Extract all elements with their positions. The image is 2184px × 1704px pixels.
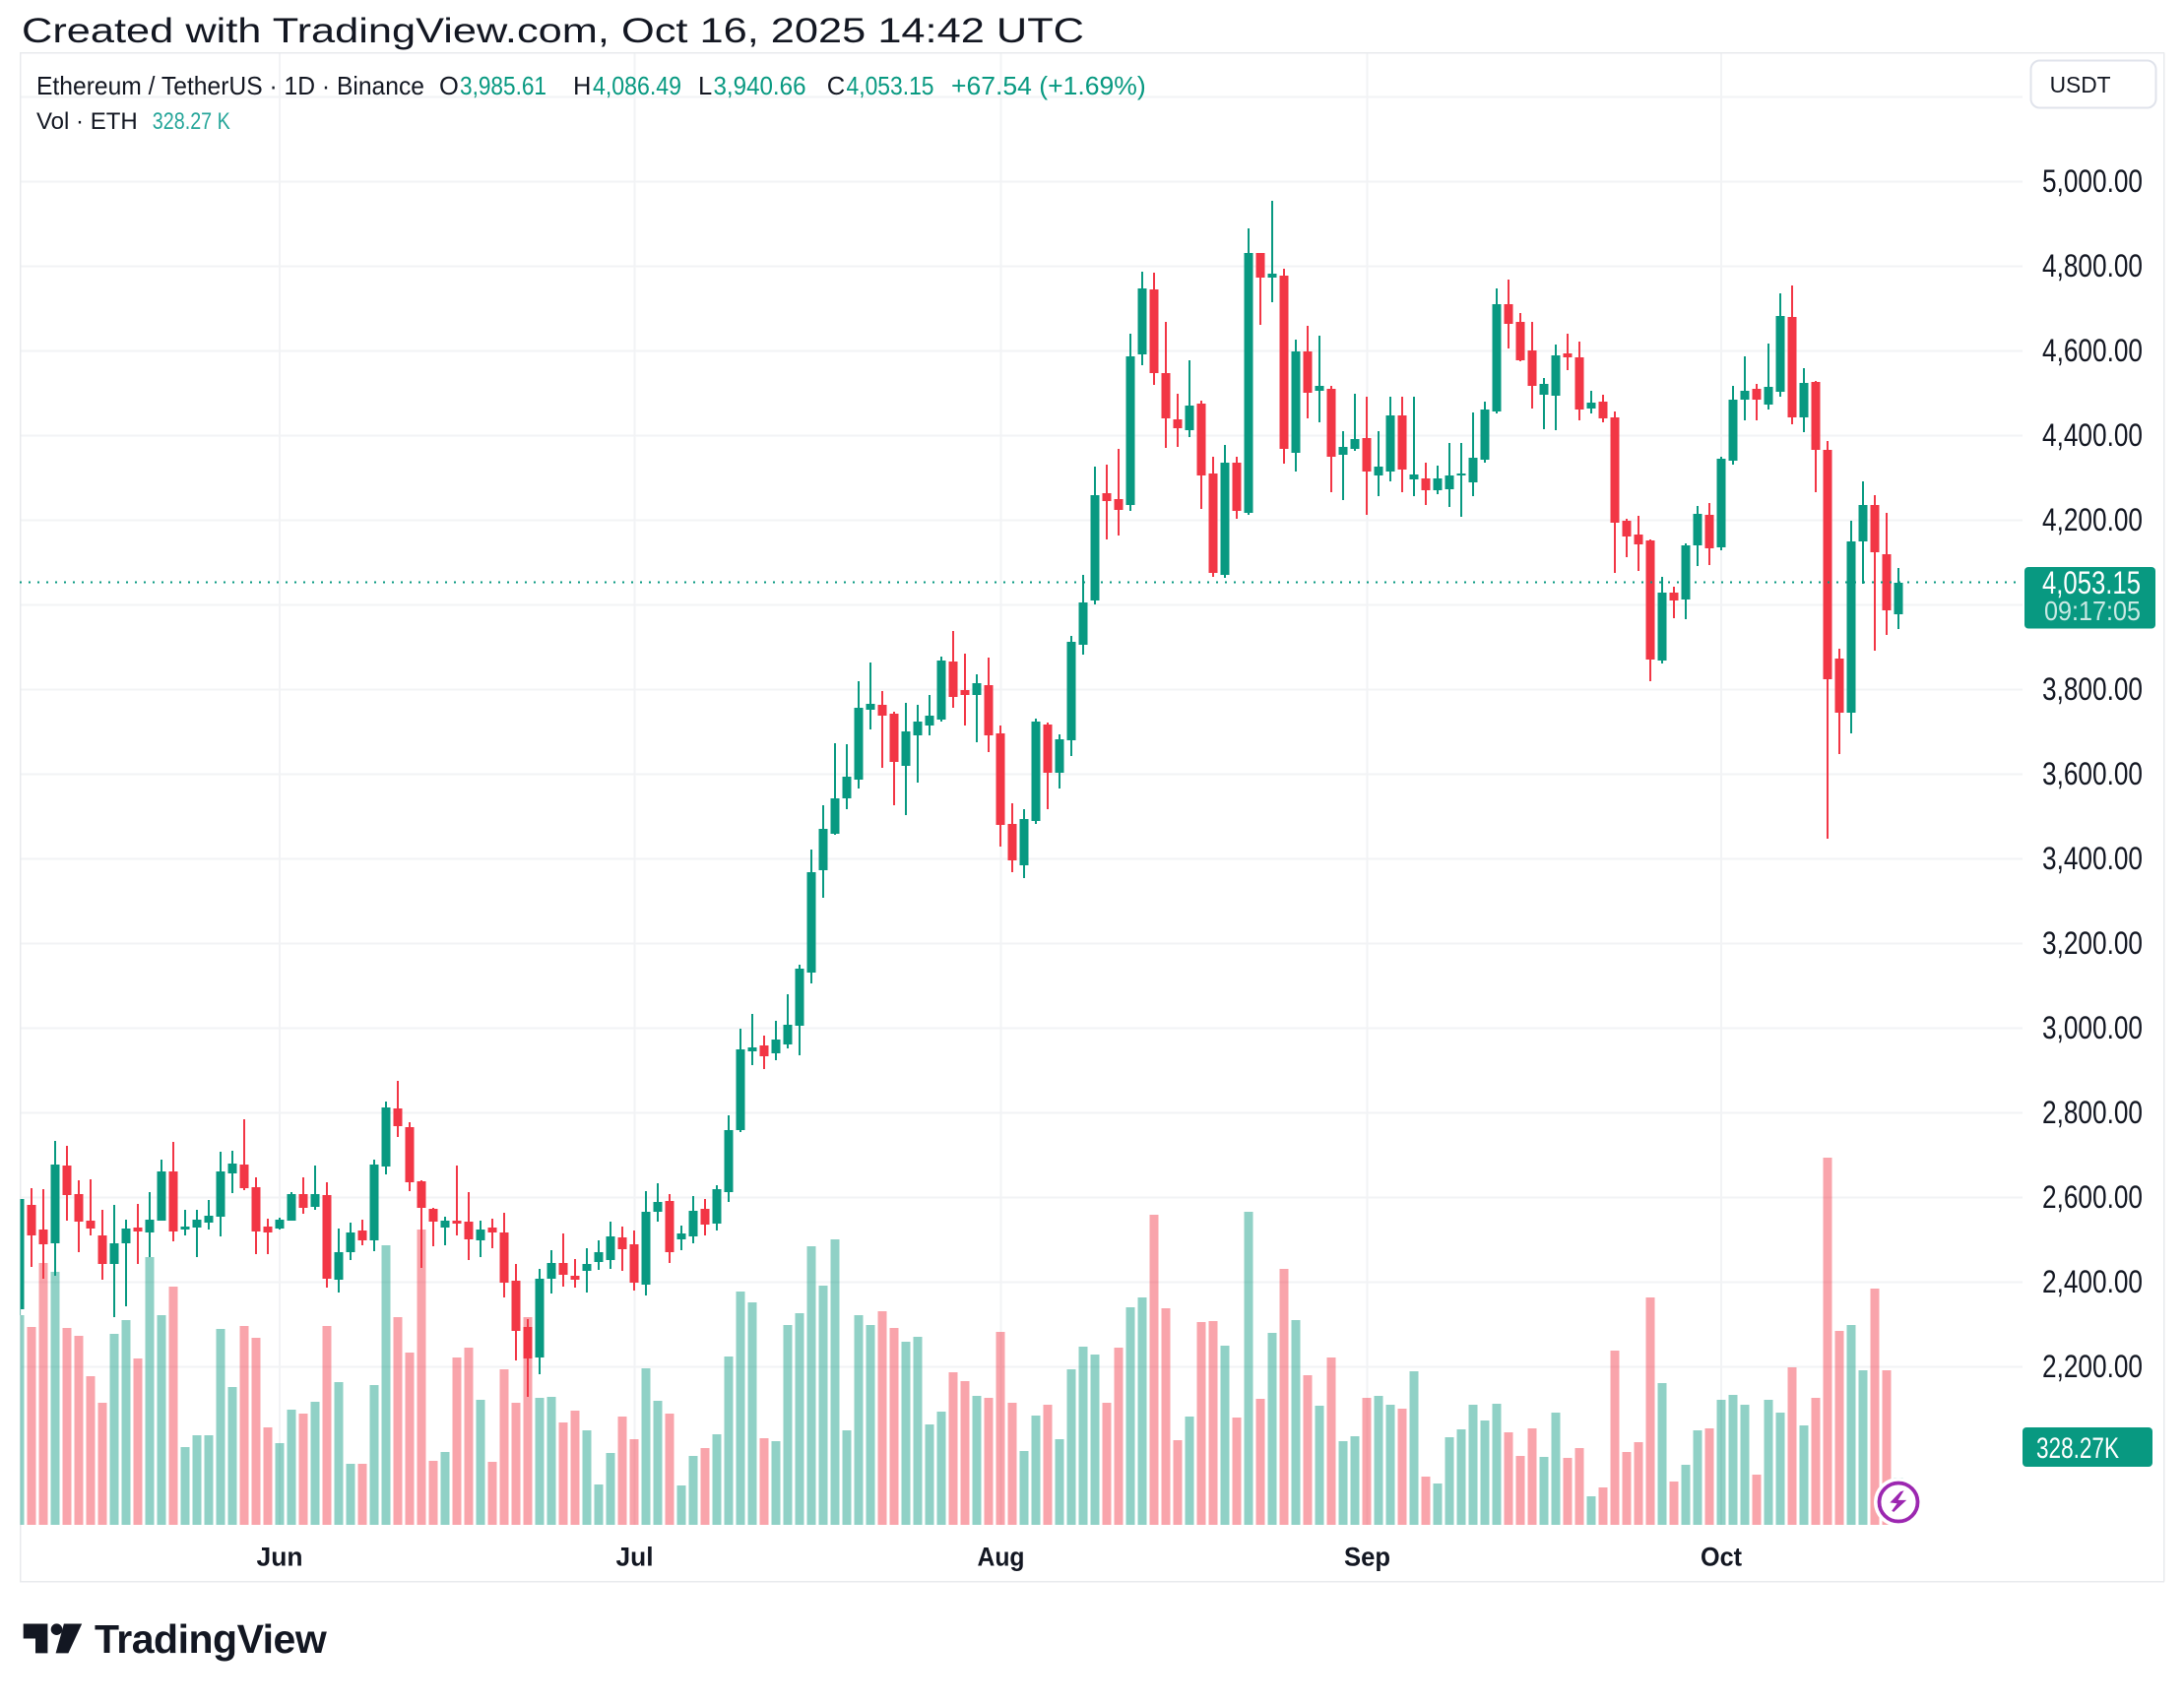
svg-text:4,800.00: 4,800.00: [2042, 248, 2143, 284]
svg-text:Created with TradingView.com,: Created with TradingView.com, Oct 16, 20…: [22, 12, 1084, 50]
svg-text:Aug: Aug: [978, 1543, 1025, 1572]
svg-text:3,800.00: 3,800.00: [2042, 671, 2143, 707]
svg-text:4,600.00: 4,600.00: [2042, 333, 2143, 368]
svg-text:4,086.49: 4,086.49: [593, 73, 681, 100]
svg-text:3,600.00: 3,600.00: [2042, 756, 2143, 791]
svg-text:5,000.00: 5,000.00: [2042, 163, 2143, 199]
svg-text:2,200.00: 2,200.00: [2042, 1349, 2143, 1384]
svg-text:USDT: USDT: [2050, 72, 2111, 97]
svg-text:Sep: Sep: [1344, 1543, 1390, 1572]
svg-text:Jun: Jun: [257, 1543, 303, 1572]
svg-text:C: C: [827, 73, 845, 100]
svg-text:Oct: Oct: [1701, 1543, 1742, 1572]
svg-text:4,053.15: 4,053.15: [2042, 565, 2141, 600]
svg-text:328.27K: 328.27K: [2036, 1432, 2119, 1465]
svg-text:2,600.00: 2,600.00: [2042, 1179, 2143, 1215]
svg-text:3,200.00: 3,200.00: [2042, 925, 2143, 961]
svg-text:Ethereum / TetherUS · 1D · Bin: Ethereum / TetherUS · 1D · Binance: [36, 71, 424, 100]
svg-text:3,000.00: 3,000.00: [2042, 1010, 2143, 1045]
svg-text:2,800.00: 2,800.00: [2042, 1095, 2143, 1130]
svg-text:O: O: [439, 73, 459, 100]
svg-text:3,400.00: 3,400.00: [2042, 841, 2143, 876]
svg-text:Vol · ETH: Vol · ETH: [36, 108, 138, 135]
svg-text:+67.54 (+1.69%): +67.54 (+1.69%): [951, 73, 1146, 100]
svg-text:TradingView: TradingView: [95, 1616, 327, 1662]
svg-text:Jul: Jul: [616, 1543, 654, 1572]
svg-text:328.27 K: 328.27 K: [153, 108, 231, 135]
svg-text:09:17:05: 09:17:05: [2044, 596, 2141, 626]
svg-text:4,053.15: 4,053.15: [847, 73, 934, 100]
svg-text:2,400.00: 2,400.00: [2042, 1264, 2143, 1299]
svg-text:4,400.00: 4,400.00: [2042, 417, 2143, 453]
svg-text:L: L: [698, 73, 712, 100]
svg-text:3,985.61: 3,985.61: [460, 73, 546, 100]
svg-text:4,200.00: 4,200.00: [2042, 502, 2143, 537]
svg-text:3,940.66: 3,940.66: [714, 73, 806, 100]
svg-text:H: H: [573, 73, 591, 100]
